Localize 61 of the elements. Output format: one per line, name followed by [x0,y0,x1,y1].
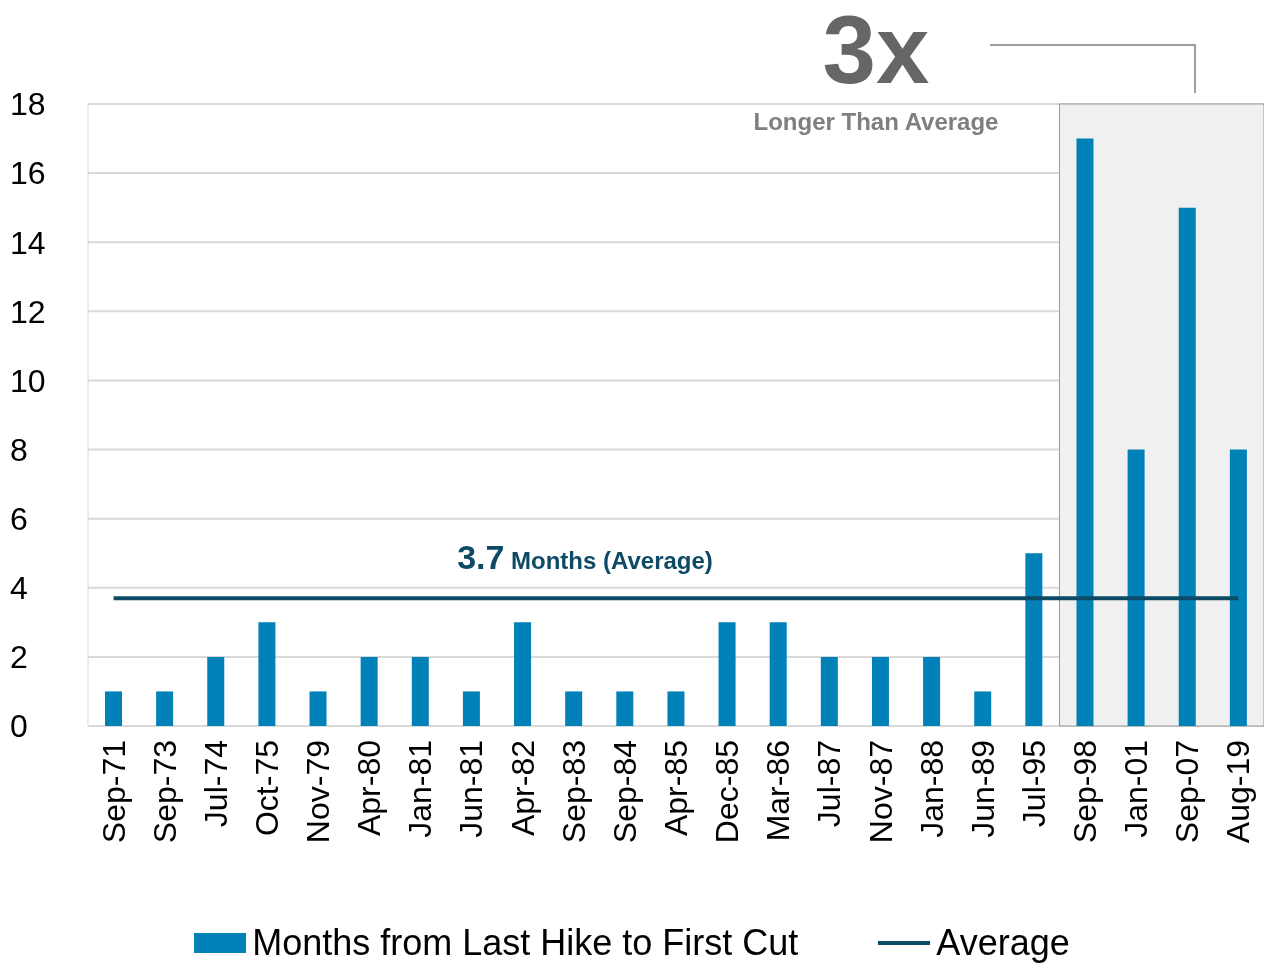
y-tick-label: 14 [10,224,46,261]
bar [309,691,327,726]
bar [105,691,122,726]
x-tick-label: Apr-85 [658,740,694,837]
x-tick-label: Nov-87 [862,740,899,844]
bar [667,691,685,726]
bar [974,691,992,726]
x-tick-label: Jan-01 [1118,740,1155,838]
x-tick-label: Sep-83 [555,740,592,844]
bar [820,656,838,726]
y-tick-label: 12 [10,293,46,330]
x-tick-label: Jun-89 [964,740,1001,838]
x-tick-label: Oct-75 [248,740,285,837]
x-tick-label: Sep-07 [1169,740,1206,844]
x-tick-label: Dec-85 [709,740,746,844]
x-tick-label: Jan-88 [913,740,950,838]
x-tick-label: Apr-82 [504,740,541,837]
y-tick-label: 18 [10,86,46,123]
bar [718,622,736,726]
x-tick-label: Apr-80 [351,740,388,837]
y-tick-label: 6 [10,501,28,538]
bar [1025,553,1043,726]
x-tick-label: Jun-81 [453,740,490,838]
bar [1076,138,1094,726]
bar [258,622,276,726]
bar [207,656,225,726]
bar [871,656,889,726]
y-tick-label: 10 [10,362,46,399]
bar [616,691,634,726]
x-tick-label: Mar-86 [760,740,797,842]
bar [360,656,378,726]
bar [156,691,174,726]
bar [1127,449,1145,726]
x-tick-label: Nov-79 [300,740,337,844]
x-tick-label: Sep-73 [146,740,183,844]
bar [514,622,532,726]
bar [1229,449,1247,726]
x-tick-label: Jul-95 [1015,740,1052,828]
legend-label: Months from Last Hike to First Cut [252,922,799,963]
y-tick-label: 8 [10,431,28,468]
x-tick-label: Jul-87 [811,740,848,828]
x-tick-label: Jan-81 [402,740,439,838]
bar [769,622,787,726]
y-tick-label: 0 [10,708,28,745]
x-tick-label: Aug-19 [1220,740,1257,844]
bar [923,656,941,726]
bar [462,691,480,726]
bar [411,656,429,726]
x-tick-label: Sep-84 [606,740,643,844]
bar [1178,207,1196,726]
y-tick-label: 4 [10,570,28,607]
y-tick-label: 16 [10,155,46,192]
x-tick-label: Jul-74 [197,740,234,828]
legend-label: Average [936,922,1070,963]
x-tick-label: Sep-71 [95,740,132,844]
bar [565,691,583,726]
text: 3x [821,0,931,105]
annotation: 3.7 Months (Average) [457,538,713,576]
annotation: Longer Than Average [752,108,1000,136]
y-tick-label: 2 [10,639,28,676]
x-tick-label: Sep-98 [1067,740,1104,844]
